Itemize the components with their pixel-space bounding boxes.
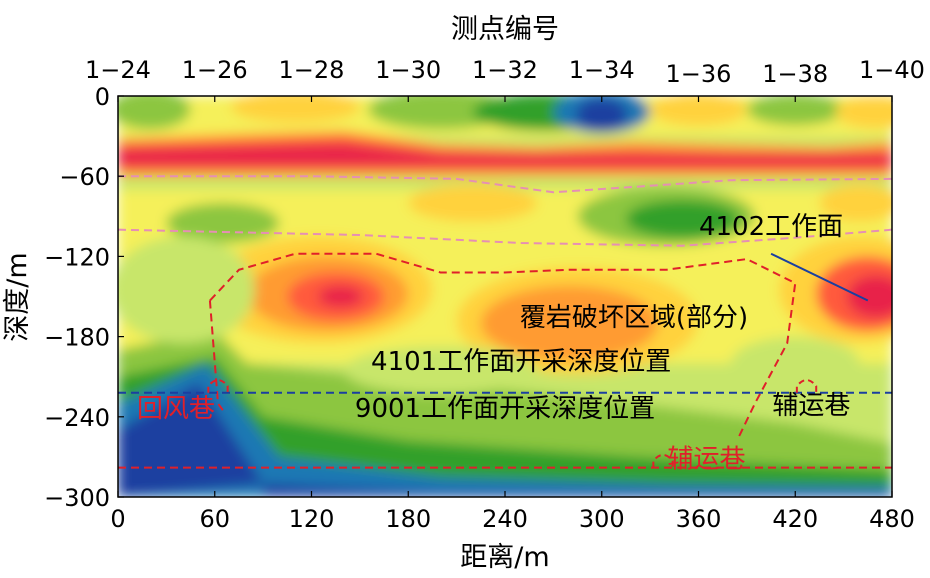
heat-blob bbox=[118, 96, 191, 130]
y-tick-label-3: −180 bbox=[44, 324, 110, 352]
heat-blob bbox=[746, 96, 844, 126]
bottom-axis-ticks: 0 60 120 180 240 300 360 420 480 bbox=[110, 491, 915, 533]
top-tick-label-5: 1−34 bbox=[569, 56, 635, 84]
heat-blob bbox=[230, 96, 360, 123]
x-tick-label-8: 480 bbox=[869, 505, 915, 533]
x-axis-label: 距离/m bbox=[460, 542, 549, 573]
x-tick-label-5: 300 bbox=[579, 505, 625, 533]
heat-blob bbox=[317, 285, 364, 308]
heat-band bbox=[118, 383, 264, 497]
heat-band bbox=[263, 483, 892, 497]
top-tick-label-3: 1−30 bbox=[375, 56, 441, 84]
x-tick-label-3: 180 bbox=[385, 505, 431, 533]
heat-blob bbox=[575, 98, 628, 131]
top-tick-label-4: 1−32 bbox=[472, 56, 538, 84]
top-axis-label: 测点编号 bbox=[451, 14, 559, 45]
heat-blob bbox=[846, 275, 892, 318]
annotation-overburden-damage: 覆岩破坏区域(部分) bbox=[520, 303, 748, 333]
top-tick-label-2: 1−28 bbox=[279, 56, 345, 84]
annotation-transport-roadway-1: 辅运巷 bbox=[772, 391, 850, 421]
annotation-4102-face: 4102工作面 bbox=[699, 212, 843, 242]
left-axis-ticks: 0 −60 −120 −180 −240 −300 bbox=[44, 83, 124, 512]
heat-blob bbox=[819, 184, 892, 222]
top-tick-label-0: 1−24 bbox=[85, 56, 151, 84]
x-tick-label-0: 0 bbox=[110, 505, 125, 533]
heat-band bbox=[118, 363, 892, 497]
x-tick-label-4: 240 bbox=[482, 505, 528, 533]
pointer-line-4102 bbox=[770, 252, 869, 302]
y-tick-label-5: −300 bbox=[44, 484, 110, 512]
heat-band bbox=[118, 144, 892, 166]
y-tick-label-1: −60 bbox=[59, 163, 110, 191]
y-axis-label: 深度/m bbox=[2, 252, 33, 341]
annotation-transport-roadway-2: 辅运巷 bbox=[668, 445, 746, 475]
annotation-4101-depth: 4101工作面开采深度位置 bbox=[371, 347, 671, 377]
roadway-outline-return bbox=[207, 379, 229, 393]
heat-blob bbox=[625, 200, 739, 238]
x-tick-label-1: 60 bbox=[199, 505, 230, 533]
heat-blob bbox=[118, 236, 256, 344]
roadway-outline-transport-1 bbox=[795, 379, 818, 393]
top-tick-label-6: 1−36 bbox=[666, 60, 732, 88]
y-tick-label-4: −240 bbox=[44, 404, 110, 432]
top-tick-label-1: 1−26 bbox=[182, 56, 248, 84]
top-axis-ticks: 1−24 1−26 1−28 1−30 1−32 1−34 1−36 1−38 1−40 bbox=[85, 56, 925, 102]
heat-blob bbox=[730, 336, 860, 391]
heat-blob bbox=[650, 96, 747, 126]
x-tick-label-6: 360 bbox=[676, 505, 722, 533]
pink-dashed-boundary-lower bbox=[118, 228, 892, 247]
heat-blob bbox=[408, 184, 538, 222]
heat-blob bbox=[367, 96, 514, 130]
annotation-9001-depth: 9001工作面开采深度位置 bbox=[355, 394, 655, 424]
roadway-outline-transport-2 bbox=[652, 453, 674, 468]
y-tick-label-2: −120 bbox=[44, 243, 110, 271]
heat-blob bbox=[835, 96, 892, 129]
top-tick-label-7: 1−38 bbox=[762, 60, 828, 88]
heatmap-field bbox=[118, 96, 892, 497]
x-tick-label-7: 420 bbox=[772, 505, 818, 533]
top-tick-label-8: 1−40 bbox=[859, 56, 925, 84]
overlay-lines bbox=[118, 175, 892, 469]
heat-blob bbox=[343, 345, 538, 395]
x-tick-label-2: 120 bbox=[289, 505, 335, 533]
pink-dashed-boundary-upper bbox=[118, 175, 892, 194]
annotation-return-roadway: 回风巷 bbox=[137, 394, 215, 424]
red-dashed-damage-boundary-left bbox=[208, 300, 224, 411]
y-tick-label-0: 0 bbox=[95, 83, 110, 111]
red-dashed-damage-boundary bbox=[209, 252, 797, 438]
heat-blob bbox=[480, 285, 659, 361]
